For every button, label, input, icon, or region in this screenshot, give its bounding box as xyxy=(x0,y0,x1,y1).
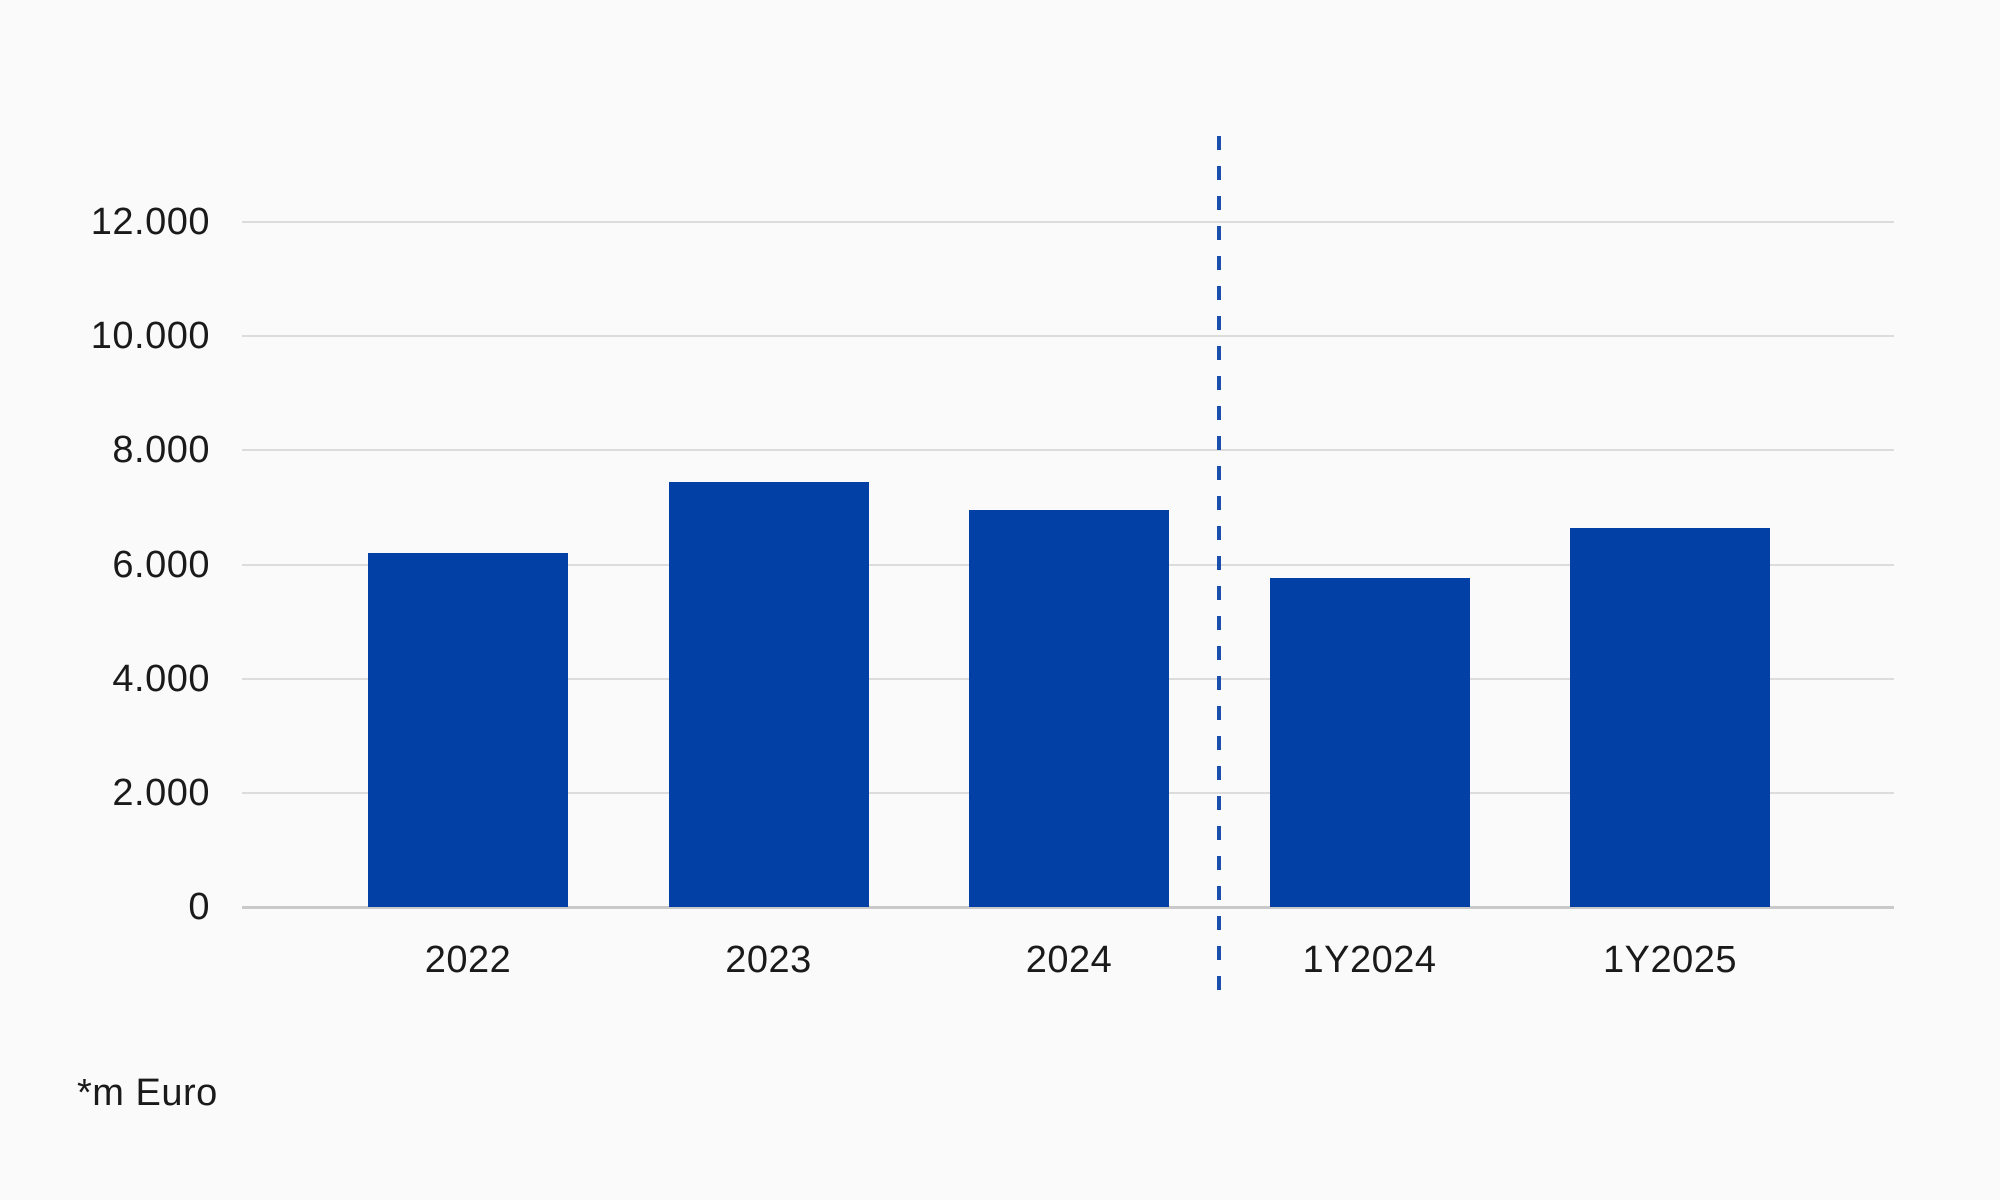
x-tick-label-2022: 2022 xyxy=(424,939,512,981)
unit-footnote: *m Euro xyxy=(77,1072,218,1114)
x-tick-label-2024: 2024 xyxy=(1025,939,1113,981)
x-tick-label-1Y2025: 1Y2025 xyxy=(1602,939,1737,981)
y-tick-label: 10.000 xyxy=(90,315,210,358)
x-axis: 2022 2023 2024 1Y2024 1Y2025 xyxy=(0,935,2000,995)
y-axis: 0 2.000 4.000 6.000 8.000 10.000 12.000 xyxy=(0,136,210,928)
gridline xyxy=(242,221,1894,223)
bar-1Y2024 xyxy=(1269,578,1470,907)
plot-area xyxy=(242,136,1894,997)
gridline xyxy=(242,335,1894,338)
y-tick-label: 8.000 xyxy=(112,429,210,472)
gridline xyxy=(242,449,1894,452)
y-tick-label: 0 xyxy=(188,886,210,928)
y-tick-label: 2.000 xyxy=(112,771,210,814)
bar-2023 xyxy=(668,481,869,907)
x-tick-label-2023: 2023 xyxy=(725,939,812,981)
y-tick-label: 6.000 xyxy=(112,543,210,586)
x-tick-label-1Y2024: 1Y2024 xyxy=(1302,939,1437,981)
x-axis-baseline xyxy=(242,906,1894,909)
bar-2024 xyxy=(969,510,1169,907)
period-separator-dashed-line xyxy=(1217,136,1222,997)
bar-2022 xyxy=(368,553,568,907)
y-tick-label: 12.000 xyxy=(90,201,210,243)
bar-1Y2025 xyxy=(1570,527,1770,907)
y-tick-label: 4.000 xyxy=(112,657,210,700)
